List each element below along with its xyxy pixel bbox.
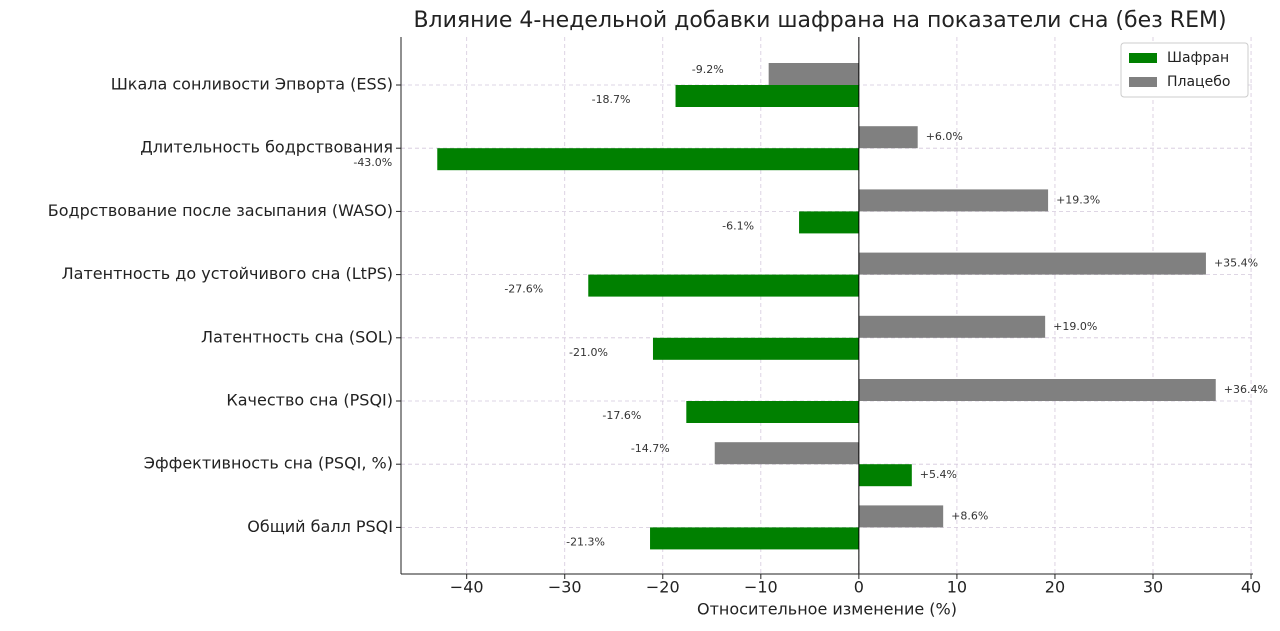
legend-label: Шафран	[1167, 50, 1229, 66]
bar	[650, 527, 859, 550]
value-label: +6.0%	[926, 130, 963, 143]
x-tick-label: −20	[646, 578, 680, 597]
value-label: +19.0%	[1053, 320, 1097, 333]
value-label: +36.4%	[1224, 383, 1268, 396]
bar	[437, 148, 859, 171]
value-label: -9.2%	[692, 63, 724, 76]
bar	[588, 274, 859, 297]
legend-swatch	[1129, 53, 1157, 63]
value-label: +8.6%	[951, 509, 988, 522]
legend: Шафран Плацебо	[1120, 42, 1249, 98]
y-tick-label: Латентность сна (SOL)	[201, 327, 393, 346]
value-label: -21.3%	[566, 535, 605, 548]
bar	[858, 505, 944, 528]
x-tick-label: −40	[450, 578, 484, 597]
bar	[858, 189, 1049, 212]
value-label: -27.6%	[504, 283, 543, 296]
bar	[858, 379, 1216, 401]
value-label: -14.7%	[631, 442, 670, 455]
y-tick-label: Общий балл PSQI	[247, 517, 393, 536]
value-label: +19.3%	[1056, 193, 1100, 206]
x-tick-label: 10	[947, 578, 967, 597]
y-tick-label: Длительность бодрствования	[140, 138, 393, 157]
value-label: +5.4%	[920, 468, 957, 481]
value-label: -21.0%	[569, 346, 608, 359]
bar	[858, 126, 918, 149]
y-tick-label: Качество сна (PSQI)	[226, 391, 393, 410]
x-tick-label: 30	[1143, 578, 1163, 597]
bar	[858, 464, 912, 487]
bar	[858, 252, 1206, 275]
value-label: -43.0%	[353, 156, 392, 169]
value-label: -6.1%	[722, 219, 754, 232]
x-axis-label: Относительное изменение (%)	[697, 600, 957, 619]
value-label: +35.4%	[1214, 257, 1258, 270]
bar	[675, 85, 859, 107]
x-tick-label: 40	[1241, 578, 1261, 597]
bar	[714, 442, 859, 465]
x-tick-label: −30	[548, 578, 582, 597]
x-tick-label: 20	[1045, 578, 1065, 597]
bar	[686, 401, 859, 423]
value-label: -17.6%	[602, 409, 641, 422]
bar	[768, 63, 859, 85]
legend-label: Плацебо	[1167, 74, 1230, 90]
bar	[858, 315, 1046, 338]
y-tick-label: Бодрствование после засыпания (WASO)	[48, 201, 393, 220]
y-tick-label: Латентность до устойчивого сна (LtPS)	[62, 264, 393, 283]
chart-title: Влияние 4-недельной добавки шафрана на п…	[413, 8, 1226, 33]
y-tick-label: Шкала сонливости Эпворта (ESS)	[111, 75, 393, 94]
legend-swatch	[1129, 77, 1157, 87]
bar	[652, 337, 859, 360]
value-label: -18.7%	[592, 93, 631, 106]
x-tick-label: 0	[854, 578, 864, 597]
bar	[799, 211, 859, 234]
y-tick-label: Эффективность сна (PSQI, %)	[144, 454, 393, 473]
x-tick-label: −10	[744, 578, 778, 597]
